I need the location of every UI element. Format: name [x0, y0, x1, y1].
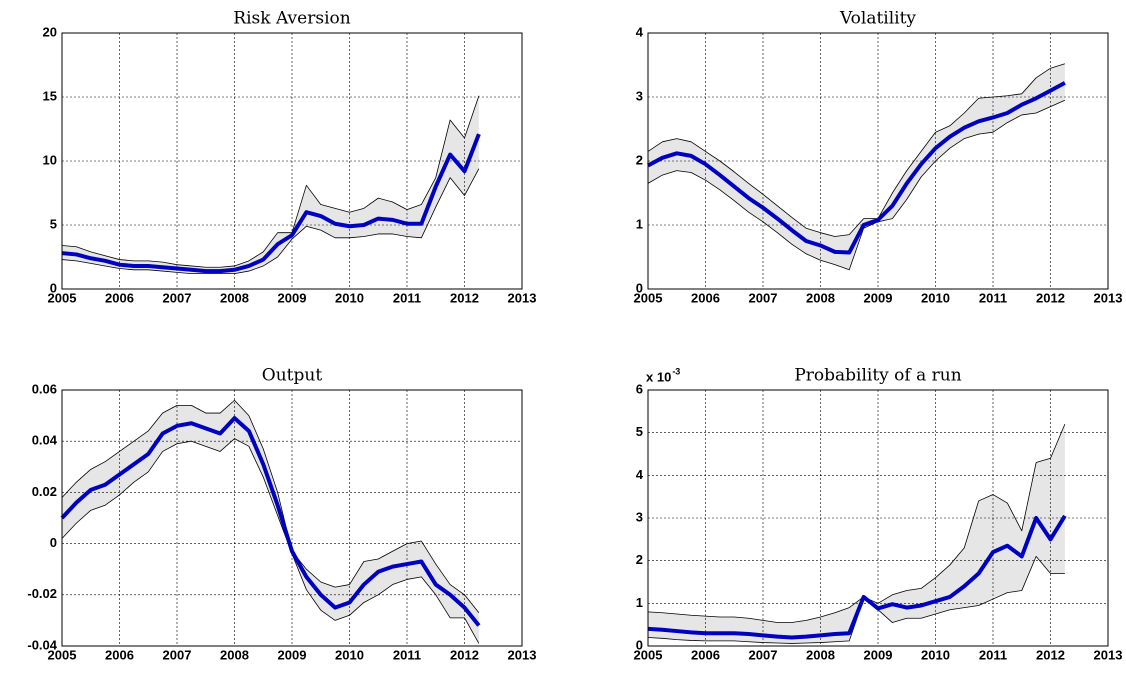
band-edge-line — [61, 399, 480, 613]
x-tick-label: 2010 — [921, 647, 950, 662]
y-tick-label: 0 — [636, 280, 643, 295]
y-tick-label: 0.04 — [32, 433, 58, 448]
x-tick-label: 2009 — [278, 290, 307, 305]
x-tick-label: 2009 — [864, 647, 893, 662]
x-tick-label: 2013 — [508, 290, 537, 305]
x-tick-label: 2008 — [220, 290, 249, 305]
x-tick-label: 2011 — [393, 647, 421, 662]
x-tick-label: 2011 — [979, 290, 1007, 305]
x-tick-label: 2007 — [749, 647, 778, 662]
x-tick-label: 2006 — [105, 647, 134, 662]
x-tick-label: 2012 — [1036, 290, 1065, 305]
x-tick-label: 2007 — [163, 290, 192, 305]
x-tick-label: 2006 — [105, 290, 134, 305]
y-tick-label: 4 — [636, 24, 644, 39]
x-tick-label: 2009 — [864, 290, 893, 305]
x-tick-label: 2012 — [1036, 647, 1065, 662]
confidence-band — [648, 63, 1065, 270]
x-tick-label: 2013 — [508, 647, 537, 662]
plot-frame — [647, 389, 1109, 647]
band-edge-line — [61, 168, 480, 275]
plot-frame — [647, 32, 1109, 290]
y-tick-label: 6 — [636, 381, 643, 396]
x-tick-label: 2011 — [979, 647, 1007, 662]
band-edge-line — [61, 95, 480, 268]
y-multiplier-exponent: -3 — [672, 366, 680, 376]
band-edge-line — [647, 63, 1065, 237]
subplot: 2005 2006 2007 2008 2009 2010 2011 2012 2013 0 1 2 3… — [634, 9, 1123, 306]
x-tick-label: 2010 — [335, 647, 364, 662]
x-tick-label: 2010 — [335, 290, 364, 305]
median-line — [61, 133, 481, 274]
x-tick-label: 2013 — [1094, 647, 1123, 662]
confidence-band — [62, 400, 479, 644]
x-tick-label: 2013 — [1094, 290, 1123, 305]
x-tick-label: 2008 — [806, 290, 835, 305]
confidence-band — [62, 95, 479, 274]
y-tick-label: 1 — [636, 216, 643, 231]
x-tick-label: 2011 — [393, 290, 421, 305]
y-tick-label: 1 — [636, 595, 643, 610]
x-tick-label: 2005 — [634, 290, 663, 305]
band-edge-line — [61, 438, 480, 644]
y-tick-label: 5 — [50, 216, 57, 231]
y-tick-label: 0 — [636, 637, 643, 652]
x-tick-label: 2009 — [278, 647, 307, 662]
y-tick-label: 20 — [43, 24, 57, 39]
chart-title: Volatility — [839, 9, 916, 29]
y-tick-label: 5 — [636, 424, 643, 439]
y-tick-label: -0.04 — [27, 637, 57, 652]
x-tick-label: 2005 — [48, 290, 77, 305]
y-tick-label: 0.06 — [32, 381, 57, 396]
x-tick-label: 2006 — [691, 647, 720, 662]
median-line — [647, 81, 1066, 255]
band-edge-line — [647, 423, 1066, 623]
y-tick-label: 2 — [636, 552, 643, 567]
y-tick-label: 3 — [636, 509, 643, 524]
y-tick-label: 0 — [50, 535, 57, 550]
y-tick-label: 0.02 — [32, 484, 57, 499]
x-tick-label: 2005 — [48, 647, 77, 662]
y-tick-label: 3 — [636, 88, 643, 103]
y-tick-label: 2 — [636, 152, 643, 167]
subplot: 2005 2006 2007 2008 2009 2010 2011 2012 2013 0 1 2 3… — [634, 366, 1123, 663]
median-line — [60, 416, 481, 627]
x-tick-label: 2012 — [450, 290, 479, 305]
x-tick-label: 2005 — [634, 647, 663, 662]
chart-title: Output — [262, 366, 323, 386]
subplot: 2005 2006 2007 2008 2009 2010 2011 2012 2013 0 5 10… — [43, 9, 537, 306]
x-tick-label: 2008 — [220, 647, 249, 662]
plot-frame — [61, 32, 523, 290]
band-edge-line — [647, 99, 1066, 271]
x-tick-label: 2007 — [749, 290, 778, 305]
x-tick-label: 2008 — [806, 647, 835, 662]
y-multiplier: x 10 — [646, 369, 671, 384]
chart-title: Probability of a run — [794, 366, 961, 386]
y-tick-label: 10 — [43, 152, 57, 167]
subplot: 2005 2006 2007 2008 2009 2010 2011 2012 2013 -0.0… — [27, 366, 536, 663]
x-tick-label: 2007 — [163, 647, 192, 662]
plot-frame — [61, 389, 523, 647]
x-tick-label: 2012 — [450, 647, 479, 662]
y-tick-label: -0.02 — [27, 586, 57, 601]
chart-title: Risk Aversion — [233, 9, 350, 29]
y-tick-label: 0 — [50, 280, 57, 295]
y-tick-label: 4 — [636, 467, 644, 482]
x-tick-label: 2006 — [691, 290, 720, 305]
median-line — [647, 514, 1067, 640]
x-tick-label: 2010 — [921, 290, 950, 305]
y-tick-label: 15 — [43, 88, 57, 103]
